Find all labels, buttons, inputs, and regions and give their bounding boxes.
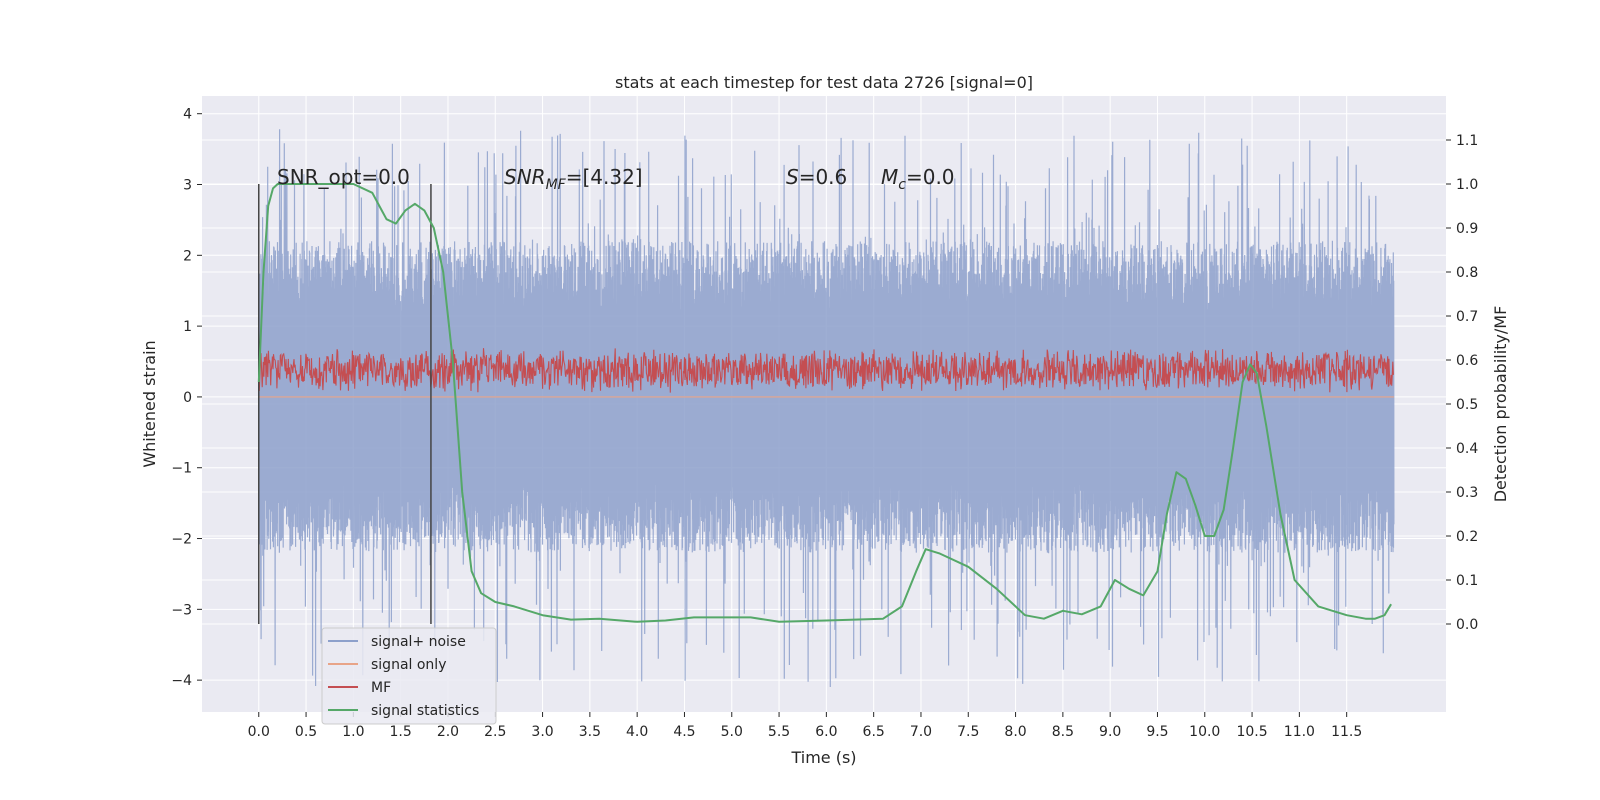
x-tick-label-16: 8.0 <box>1004 724 1026 740</box>
legend-label-mf: MF <box>371 680 391 696</box>
x-tick-label-11: 5.5 <box>768 724 790 740</box>
x-tick-label-3: 1.5 <box>390 724 412 740</box>
legend-box <box>321 627 497 725</box>
y2-axis-label: Detection probability/MF <box>1491 306 1510 503</box>
signal-noise-line <box>258 129 1395 688</box>
y-tick-label-3: −1 <box>171 461 192 477</box>
signal-statistics-line <box>257 183 1392 623</box>
series-mf <box>258 348 1394 393</box>
x-tick-label-10: 5.0 <box>721 724 743 740</box>
x-axis-label: Time (s) <box>790 748 856 767</box>
x-tick-label-5: 2.5 <box>484 724 506 740</box>
y2-tick-label-7: 0.7 <box>1456 309 1478 325</box>
x-tick-label-17: 8.5 <box>1052 724 1074 740</box>
x-tick-label-2: 1.0 <box>342 724 364 740</box>
annotation-snr-mf: SNRMF=[4.32] <box>504 165 643 193</box>
x-tick-label-0: 0.0 <box>248 724 270 740</box>
series-signal-statistics <box>257 183 1392 623</box>
annotation-mc: Mc=0.0 <box>881 165 955 193</box>
chart-title: stats at each timestep for test data 272… <box>615 73 1033 92</box>
y2-tick-label-8: 0.8 <box>1456 265 1478 281</box>
y-tick-label-7: 3 <box>183 178 192 194</box>
x-tick-label-6: 3.0 <box>531 724 553 740</box>
y2-tick-label-4: 0.4 <box>1456 441 1478 457</box>
y-axis-ticks: −4 −3 −2 −1 0 1 2 3 4 <box>171 107 202 689</box>
y2-tick-label-5: 0.5 <box>1456 397 1478 413</box>
mc-symbol: M <box>881 165 898 189</box>
x-tick-label-15: 7.5 <box>957 724 979 740</box>
y2-tick-label-10: 1.0 <box>1456 177 1478 193</box>
y-tick-label-8: 4 <box>183 107 192 123</box>
mf-line <box>258 348 1394 393</box>
x-tick-label-19: 9.5 <box>1146 724 1168 740</box>
snr-mf-sub: MF <box>546 177 567 193</box>
y2-tick-label-1: 0.1 <box>1456 573 1478 589</box>
y2-tick-label-9: 0.9 <box>1456 221 1478 237</box>
x-tick-label-20: 10.0 <box>1189 724 1220 740</box>
y2-axis-ticks: 0.0 0.1 0.2 0.3 0.4 0.5 0.6 0.7 0.8 0.9 1.0 1.1 <box>1446 133 1478 633</box>
x-tick-label-23: 11.5 <box>1331 724 1362 740</box>
y2-tick-label-0: 0.0 <box>1456 617 1478 633</box>
snr-mf-value: =[4.32] <box>566 165 643 189</box>
x-tick-label-1: 0.5 <box>295 724 317 740</box>
x-tick-label-8: 4.0 <box>626 724 648 740</box>
y-tick-label-0: −4 <box>171 673 192 689</box>
y-axis-label: Whitened strain <box>140 340 159 467</box>
annotation-s: S=0.6 <box>786 165 847 189</box>
mc-value: =0.0 <box>906 165 955 189</box>
x-tick-label-18: 9.0 <box>1099 724 1121 740</box>
y2-tick-label-6: 0.6 <box>1456 353 1478 369</box>
legend-label-signal-only: signal only <box>371 657 446 673</box>
s-value: =0.6 <box>799 165 848 189</box>
snr-mf-base: SNR <box>504 165 546 189</box>
annotations: SNR_opt=0.0 SNRMF=[4.32] S=0.6 Mc=0.0 <box>277 165 955 193</box>
y-tick-label-5: 1 <box>183 319 192 335</box>
y-tick-label-6: 2 <box>183 248 192 264</box>
x-tick-label-9: 4.5 <box>673 724 695 740</box>
x-tick-label-21: 10.5 <box>1236 724 1267 740</box>
x-axis-ticks: 0.0 0.5 1.0 1.5 2.0 2.5 3.0 3.5 4.0 4.5 5.0 5.5 6.0 6… <box>248 712 1362 740</box>
y2-tick-label-3: 0.3 <box>1456 485 1478 501</box>
annotation-snr-opt: SNR_opt=0.0 <box>277 165 410 189</box>
y2-tick-label-11: 1.1 <box>1456 133 1478 149</box>
y-tick-label-4: 0 <box>183 390 192 406</box>
legend: signal+ noise signal only MF signal stat… <box>321 627 497 725</box>
mc-sub: c <box>898 177 906 193</box>
legend-label-signal-noise: signal+ noise <box>371 634 466 650</box>
y2-tick-label-2: 0.2 <box>1456 529 1478 545</box>
x-tick-label-13: 6.5 <box>863 724 885 740</box>
legend-label-signal-statistics: signal statistics <box>371 703 479 719</box>
s-symbol: S <box>786 165 799 189</box>
y-tick-label-1: −3 <box>171 602 192 618</box>
x-tick-label-12: 6.0 <box>815 724 837 740</box>
x-tick-label-22: 11.0 <box>1284 724 1315 740</box>
x-tick-label-7: 3.5 <box>579 724 601 740</box>
y-tick-label-2: −2 <box>171 532 192 548</box>
x-tick-label-14: 7.0 <box>910 724 932 740</box>
vertical-markers <box>258 184 432 624</box>
series-signal-noise <box>258 129 1395 688</box>
x-tick-label-4: 2.0 <box>437 724 459 740</box>
